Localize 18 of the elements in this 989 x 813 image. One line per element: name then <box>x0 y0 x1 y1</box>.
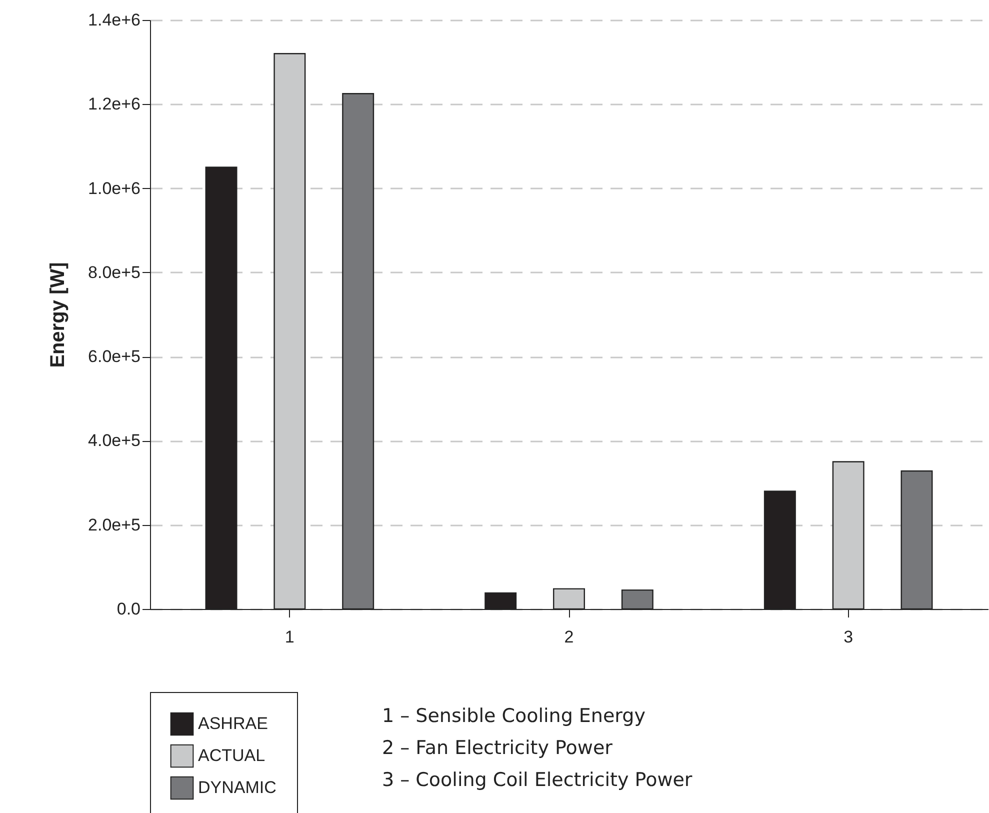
text: 1 – Sensible Cooling Energy <box>382 704 646 729</box>
y-tick-label: 1.2e+6 <box>88 94 140 114</box>
y-tick-label: 2.0e+5 <box>88 515 140 534</box>
x-tick-label: 2 <box>564 628 574 646</box>
legend-label: ACTUAL <box>198 746 266 765</box>
y-axis-title: Energy [W] <box>47 262 70 368</box>
legend-label: ASHRAE <box>198 714 268 733</box>
text: 2 – Fan Electricity Power <box>382 736 614 761</box>
legend-label: DYNAMIC <box>198 778 276 797</box>
x-tick-label: 3 <box>844 628 854 646</box>
y-tick-label: 8.0e+5 <box>88 262 140 282</box>
y-tick-label: 6.0e+5 <box>88 347 140 366</box>
y-tick-label: 4.0e+5 <box>88 431 140 450</box>
y-tick-label: 1.4e+6 <box>88 10 140 30</box>
text: 3 – Cooling Coil Electricity Power <box>382 768 692 793</box>
y-tick-label: 0.0 <box>116 600 140 618</box>
y-tick-label: 1.0e+6 <box>88 178 140 198</box>
x-tick-label: 1 <box>284 628 294 646</box>
